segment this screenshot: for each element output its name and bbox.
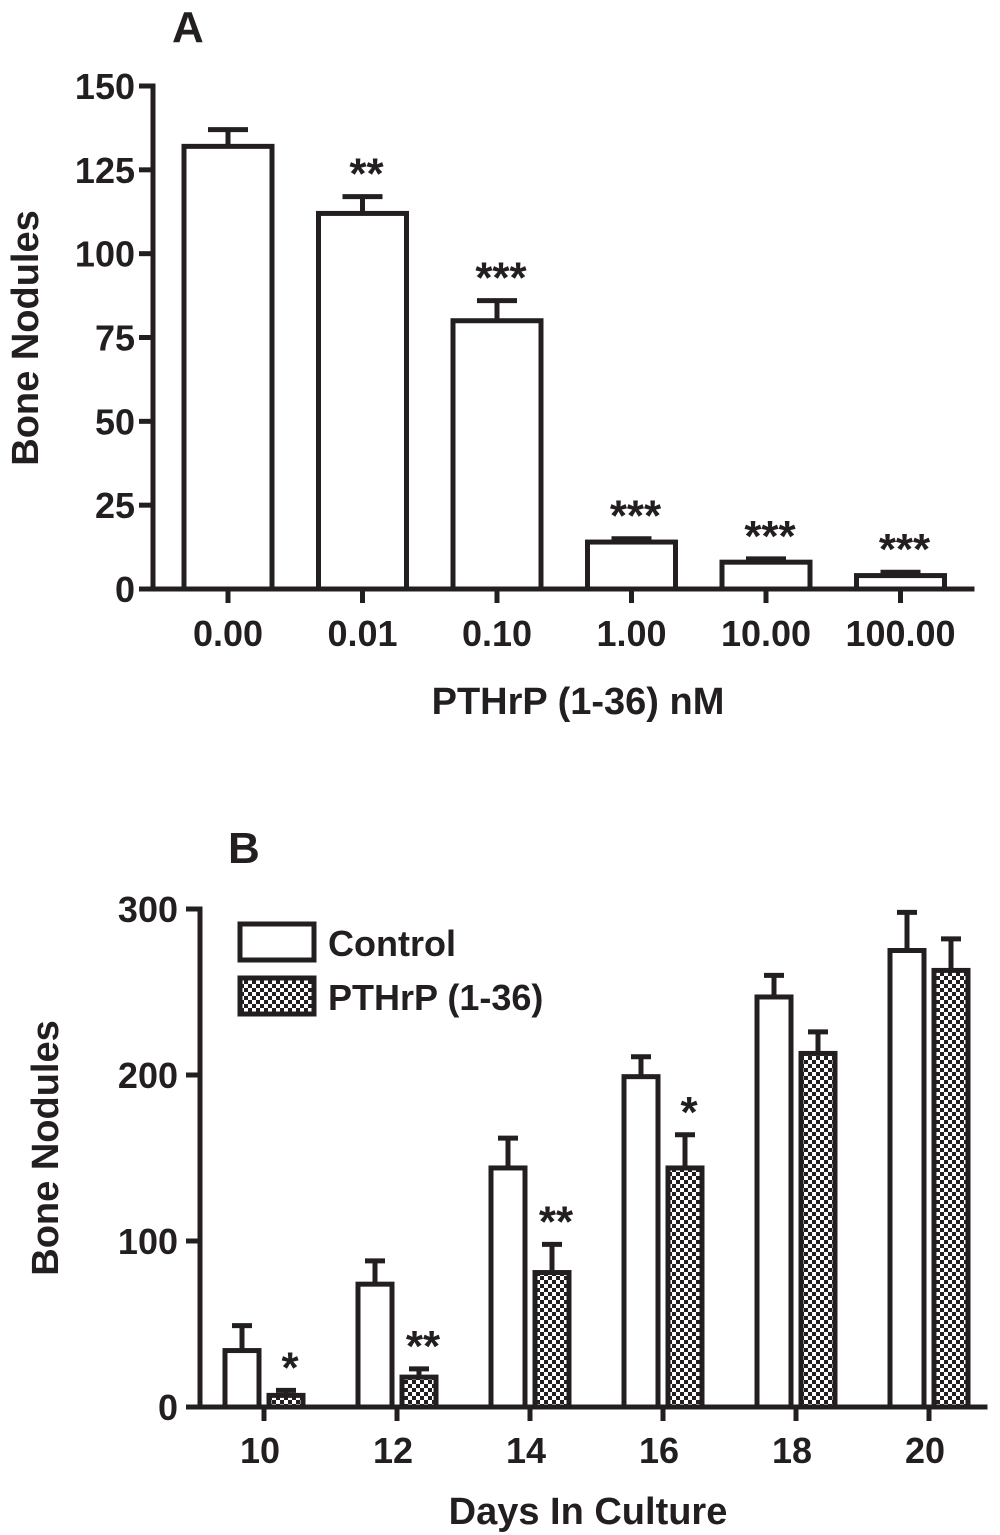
panel-a-bars: ******** *** *** — [181, 127, 947, 592]
panel-b-y-tick-label: 100 — [118, 1221, 178, 1262]
panel-a-x-tick-label: 100.00 — [845, 613, 955, 654]
panel-a-x-tick-label: 0.00 — [193, 613, 263, 654]
panel-a-y-tick-label: 75 — [95, 318, 135, 359]
panel-b-bar-control — [754, 994, 794, 1410]
legend-label-control: Control — [328, 923, 456, 964]
panel-b-x-tick-label: 10 — [240, 1430, 280, 1471]
panel-a-bar — [585, 539, 678, 592]
panel-b-axes — [186, 906, 988, 1421]
panel-b-bar-control — [621, 1074, 661, 1410]
legend-swatch-pthrp — [237, 975, 317, 1017]
panel-a-y-axis-label: Bone Nodules — [5, 210, 47, 465]
panel-a-y-tick-label: 0 — [115, 569, 135, 610]
panel-b-y-tick-label: 0 — [158, 1387, 178, 1428]
panel-a-significance-label: *** — [610, 492, 662, 541]
panel-b-bar-pthrp — [665, 1165, 705, 1410]
panel-b-tick-labels: 0 100 200 300 10 12 14 16 18 20 — [118, 889, 945, 1471]
legend-label-pthrp: PTHrP (1-36) — [328, 977, 543, 1018]
panel-b-bar-control — [355, 1281, 395, 1410]
panel-a-significance-label: *** — [475, 254, 527, 303]
panel-b-x-axis-label: Days In Culture — [449, 1491, 728, 1533]
panel-b-bar-pthrp — [798, 1050, 838, 1410]
panel-a-x-tick-label: 0.10 — [462, 613, 532, 654]
panel-b-y-tick-label: 300 — [118, 889, 178, 930]
panel-b-x-tick-label: 18 — [772, 1430, 812, 1471]
panel-b-y-axis-label: Bone Nodules — [25, 1020, 67, 1275]
panel-a-bar — [316, 210, 409, 592]
panel-b-bar-pthrp — [532, 1270, 572, 1410]
panel-b-significance-label: * — [680, 1088, 698, 1137]
panel-b-bar-pthrp — [931, 967, 971, 1410]
panel-a-x-axis-label: PTHrP (1-36) nM — [432, 681, 725, 723]
panel-b-bar-pthrp — [399, 1374, 439, 1410]
panel-a-bar — [450, 318, 544, 592]
panel-a-chart: A Bone Nodules PTHrP (1-36) nM ******** *… — [5, 3, 975, 723]
panel-a-y-tick-label: 125 — [75, 150, 135, 191]
panel-b-legend: Control PTHrP (1-36) — [237, 921, 543, 1018]
panel-a-significance-label: *** — [879, 525, 931, 574]
panel-b-significance-label: ** — [406, 1322, 441, 1371]
panel-a-y-tick-label: 150 — [75, 66, 135, 107]
panel-a-y-tick-label: 100 — [75, 234, 135, 275]
panel-b-significance-label: * — [281, 1343, 299, 1392]
panel-a-label: A — [172, 3, 204, 52]
panel-a-significance-label: *** — [744, 512, 796, 561]
panel-b-x-tick-label: 20 — [905, 1430, 945, 1471]
panel-b-bar-control — [488, 1165, 528, 1410]
panel-b-y-tick-label: 200 — [118, 1055, 178, 1096]
panel-a-significance-label: ** — [349, 150, 384, 199]
panel-b-x-tick-label: 14 — [506, 1430, 546, 1471]
panel-a-bar — [181, 143, 275, 592]
panel-a-x-tick-label: 1.00 — [596, 613, 666, 654]
panel-b-label: B — [228, 824, 260, 873]
panel-a-y-tick-label: 50 — [95, 401, 135, 442]
panel-b-x-tick-label: 16 — [639, 1430, 679, 1471]
panel-b-bars: * ***** — [222, 909, 971, 1410]
panel-a-bar — [719, 559, 813, 592]
panel-b-bar-control — [222, 1348, 262, 1410]
panel-a-x-tick-label: 10.00 — [721, 613, 811, 654]
panel-a-y-tick-label: 25 — [95, 485, 135, 526]
panel-b-x-tick-label: 12 — [373, 1430, 413, 1471]
panel-b-significance-label: ** — [539, 1197, 574, 1246]
panel-a-tick-labels: 0 25 50 75 100 125 150 0.00 0.01 0.10 1.00 10.00 100… — [75, 66, 956, 654]
panel-a-x-tick-label: 0.01 — [327, 613, 397, 654]
legend-swatch-control — [237, 921, 317, 963]
panel-b-bar-control — [887, 948, 927, 1410]
panel-b-chart: B Bone Nodules Days In Culture Control P… — [25, 824, 988, 1533]
panel-a-bar — [854, 573, 947, 592]
panel-b-bar-pthrp — [266, 1392, 306, 1410]
